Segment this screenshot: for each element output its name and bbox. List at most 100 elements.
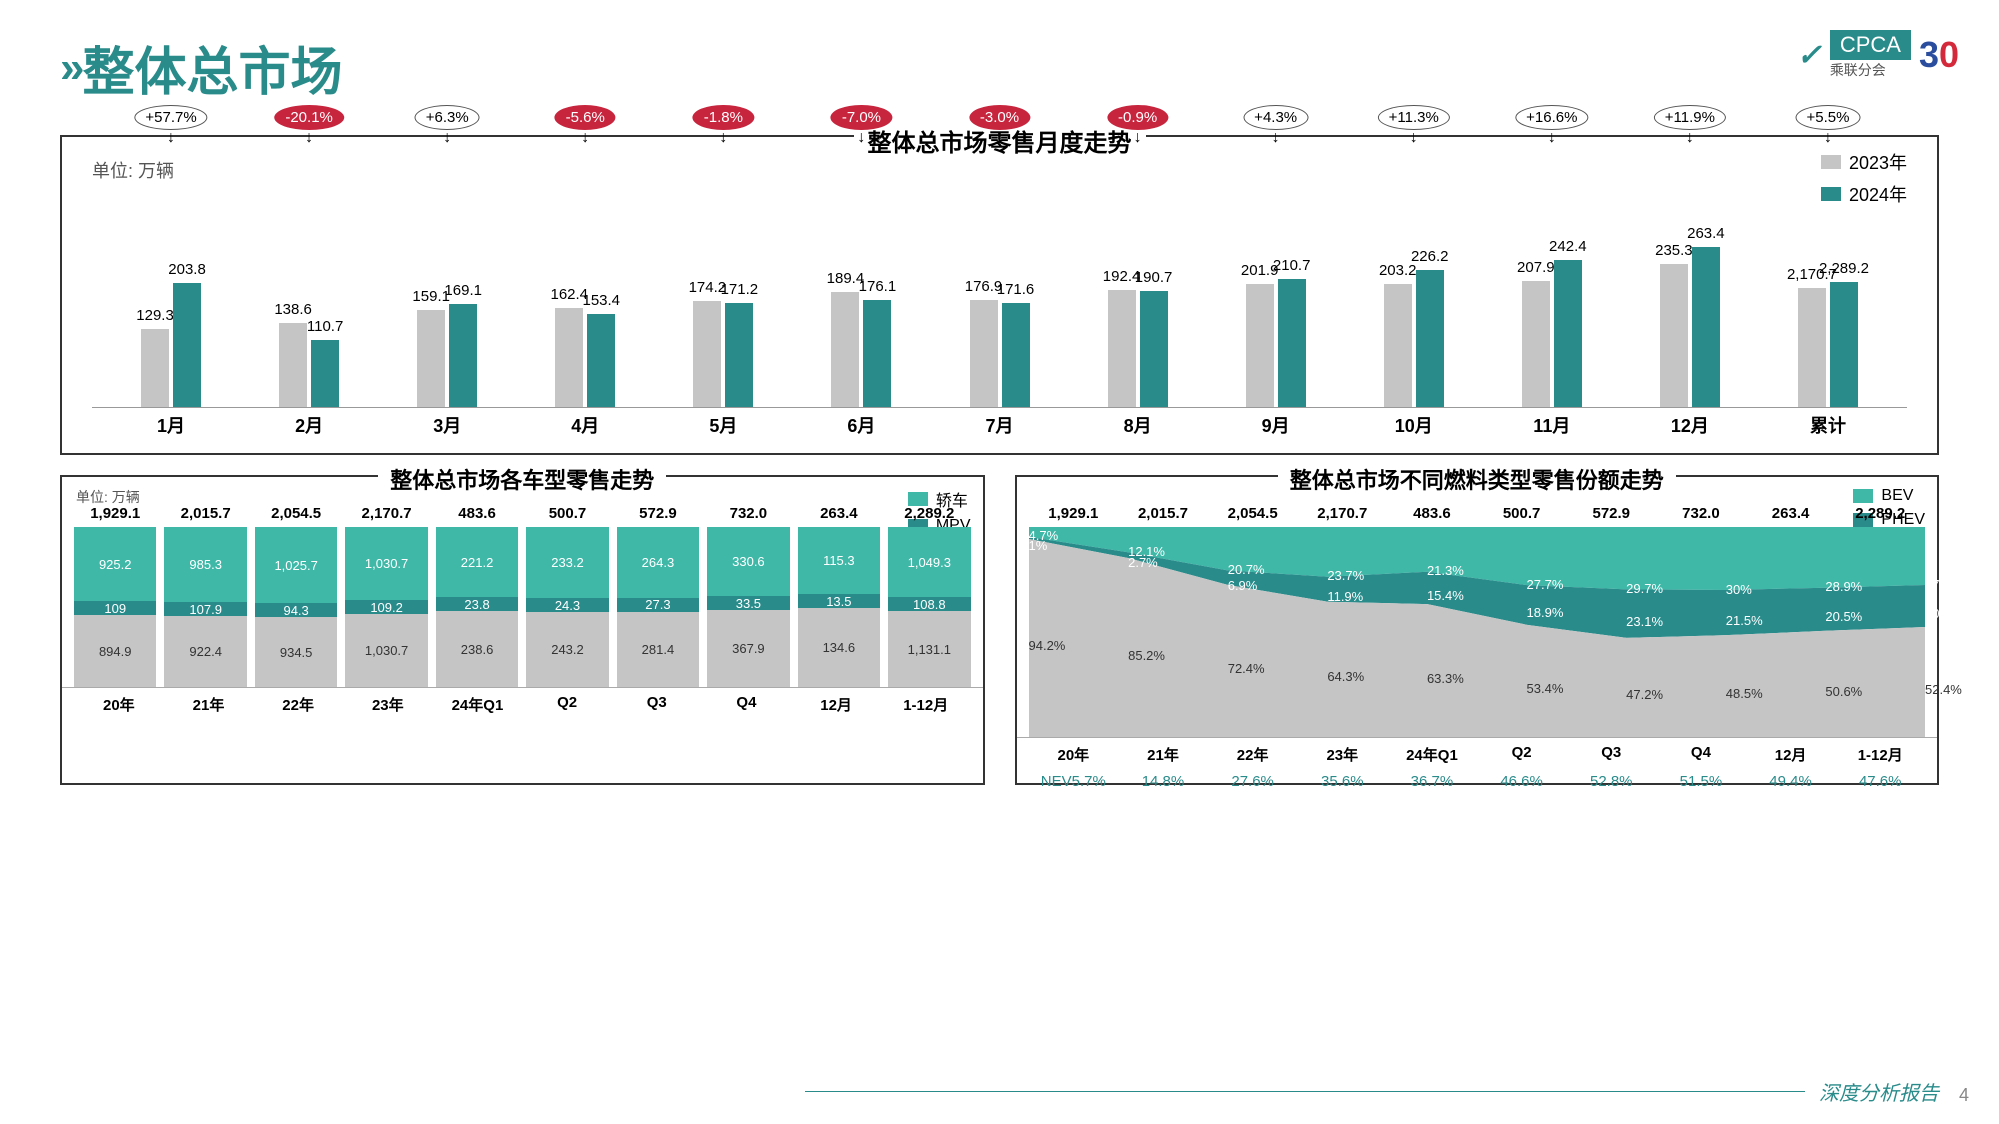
- stack-column: 1,929.1 925.2 109 894.9: [74, 527, 156, 687]
- pct-bubble: +4.3%: [1243, 105, 1308, 130]
- seg-mpv: 107.9: [164, 602, 246, 616]
- seg-mpv: 24.3: [526, 598, 608, 612]
- seg-suv: 1,030.7: [345, 614, 427, 687]
- seg-mpv: 109.2: [345, 600, 427, 614]
- bar-2024: 210.7: [1278, 279, 1306, 407]
- month-group: +57.7% ↓ 129.3 203.8: [102, 167, 240, 407]
- seg-car: 1,049.3: [888, 527, 970, 597]
- bar-2024: 203.8: [173, 283, 201, 407]
- seg-mpv: 109: [74, 601, 156, 615]
- bar-2024: 190.7: [1140, 291, 1168, 407]
- pct-bubble: -20.1%: [274, 105, 344, 130]
- bar-2023: 2,170.7: [1798, 288, 1826, 407]
- page-title: 整体总市场: [82, 30, 342, 105]
- month-group: -3.0% ↓ 176.9 171.6: [930, 167, 1068, 407]
- bar-2023: 174.2: [693, 301, 721, 407]
- pct-bubble: +11.9%: [1654, 105, 1726, 130]
- pct-bubble: -7.0%: [831, 105, 892, 130]
- seg-suv: 134.6: [798, 608, 880, 687]
- bar-2024: 263.4: [1692, 247, 1720, 407]
- nev-row: NEV5.7%14.8%27.6%35.6%36.7%46.6%52.8%51.…: [1017, 769, 1938, 798]
- pct-bubble: -0.9%: [1107, 105, 1168, 130]
- bar-2023: 235.3: [1660, 264, 1688, 407]
- bars-area: +57.7% ↓ 129.3 203.8 -20.1% ↓ 138.6 110.…: [92, 167, 1907, 407]
- stack-column: 263.4 115.3 13.5 134.6: [798, 527, 880, 687]
- stack-area: 1,929.1 925.2 109 894.92,015.7 985.3 107…: [62, 477, 983, 687]
- stack-column: 2,170.7 1,030.7 109.2 1,030.7: [345, 527, 427, 687]
- stack-column: 572.9 264.3 27.3 281.4: [617, 527, 699, 687]
- x-axis: 1月2月3月4月5月6月7月8月9月10月11月12月累计: [92, 407, 1907, 448]
- seg-car: 925.2: [74, 527, 156, 601]
- bar-2024: 169.1: [449, 304, 477, 407]
- seg-car: 233.2: [526, 527, 608, 598]
- pct-bubble: -5.6%: [555, 105, 616, 130]
- seg-suv: 281.4: [617, 612, 699, 687]
- bar-2024: 2,289.2: [1830, 282, 1858, 407]
- seg-car: 1,025.7: [255, 527, 337, 603]
- bar-2023: 201.9: [1246, 284, 1274, 407]
- bar-2024: 242.4: [1554, 260, 1582, 407]
- stack-column: 2,054.5 1,025.7 94.3 934.5: [255, 527, 337, 687]
- seg-car: 330.6: [707, 527, 789, 596]
- x-axis: 20年21年22年23年24年Q1Q2Q3Q412月1-12月: [62, 687, 983, 719]
- footer: 深度分析报告: [805, 1077, 1939, 1106]
- bar-2023: 159.1: [417, 310, 445, 407]
- body-type-chart: 整体总市场各车型零售走势 单位: 万辆 轿车 MPV SUV 1,929.1 9…: [60, 475, 985, 785]
- stack-column: 2,289.2 1,049.3 108.8 1,131.1: [888, 527, 970, 687]
- chevron-icon: »: [60, 43, 70, 93]
- bar-2024: 171.6: [1002, 303, 1030, 407]
- chart-title: 整体总市场各车型零售走势: [378, 463, 666, 495]
- x-axis: 20年21年22年23年24年Q1Q2Q3Q412月1-12月: [1017, 737, 1938, 769]
- stack-column: 483.6 221.2 23.8 238.6: [436, 527, 518, 687]
- pct-bubble: -3.0%: [969, 105, 1030, 130]
- logo-block: ✓ CPCA 乘联分会 30: [1797, 30, 1959, 80]
- bar-2023: 176.9: [970, 300, 998, 407]
- stack-column: 500.7 233.2 24.3 243.2: [526, 527, 608, 687]
- seg-suv: 1,131.1: [888, 611, 970, 687]
- thirty-logo: 30: [1919, 34, 1959, 76]
- monthly-retail-chart: 整体总市场零售月度走势 单位: 万辆 2023年 2024年 +57.7% ↓ …: [60, 135, 1939, 455]
- seg-suv: 367.9: [707, 610, 789, 687]
- month-group: -20.1% ↓ 138.6 110.7: [240, 167, 378, 407]
- bar-2023: 129.3: [141, 329, 169, 408]
- month-group: +4.3% ↓ 201.9 210.7: [1207, 167, 1345, 407]
- bar-2023: 207.9: [1522, 281, 1550, 407]
- stack-column: 732.0 330.6 33.5 367.9: [707, 527, 789, 687]
- pct-bubble: +16.6%: [1515, 105, 1588, 130]
- month-group: -1.8% ↓ 174.2 171.2: [654, 167, 792, 407]
- bar-2024: 226.2: [1416, 270, 1444, 407]
- chart-title: 整体总市场不同燃料类型零售份额走势: [1278, 463, 1676, 495]
- month-group: +16.6% ↓ 207.9 242.4: [1483, 167, 1621, 407]
- month-group: +11.3% ↓ 203.2 226.2: [1345, 167, 1483, 407]
- seg-car: 115.3: [798, 527, 880, 594]
- cpca-sub: 乘联分会: [1830, 60, 1911, 80]
- pct-bubble: +5.5%: [1795, 105, 1860, 130]
- pct-bubble: +11.3%: [1378, 105, 1450, 130]
- bar-2023: 192.4: [1108, 290, 1136, 407]
- seg-car: 264.3: [617, 527, 699, 598]
- seg-car: 221.2: [436, 527, 518, 597]
- seg-suv: 243.2: [526, 612, 608, 687]
- bar-2024: 171.2: [725, 303, 753, 407]
- seg-suv: 934.5: [255, 617, 337, 687]
- cpca-logo: CPCA: [1830, 30, 1911, 60]
- seg-mpv: 33.5: [707, 596, 789, 610]
- bar-2024: 176.1: [863, 300, 891, 407]
- month-group: +11.9% ↓ 235.3 263.4: [1621, 167, 1759, 407]
- month-group: -7.0% ↓ 189.4 176.1: [792, 167, 930, 407]
- area-plot: 1,929.12,015.72,054.52,170.7483.6500.757…: [1029, 527, 1926, 737]
- stack-column: 2,015.7 985.3 107.9 922.4: [164, 527, 246, 687]
- seg-mpv: 23.8: [436, 597, 518, 611]
- seg-mpv: 27.3: [617, 598, 699, 612]
- seg-suv: 922.4: [164, 616, 246, 687]
- bar-2024: 110.7: [311, 340, 339, 407]
- pct-bubble: -1.8%: [693, 105, 754, 130]
- seg-mpv: 108.8: [888, 597, 970, 611]
- bar-2023: 162.4: [555, 308, 583, 407]
- pct-bubble: +57.7%: [134, 105, 207, 130]
- seg-car: 1,030.7: [345, 527, 427, 600]
- bar-2023: 138.6: [279, 323, 307, 407]
- seg-car: 985.3: [164, 527, 246, 602]
- seg-suv: 894.9: [74, 615, 156, 687]
- page-number: 4: [1959, 1085, 1969, 1106]
